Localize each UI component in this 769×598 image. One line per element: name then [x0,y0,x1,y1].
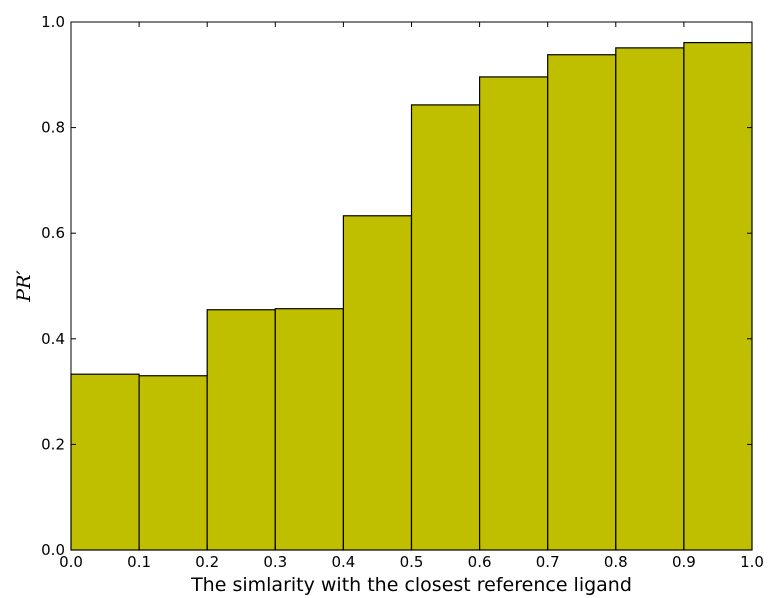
y-tick-label-1: 0.2 [41,435,65,453]
x-tick-label-8: 0.8 [604,553,628,571]
bar-5 [410,104,481,551]
bar-6 [479,76,549,551]
x-tick-label-3: 0.3 [263,553,287,571]
y-axis-ticks: 0.0 0.2 0.4 0.6 0.8 1.0 [41,13,752,559]
y-tick-label-3: 0.6 [41,224,65,242]
x-tick-label-1: 0.1 [127,553,151,571]
bar-8 [615,47,685,551]
y-tick-label-4: 0.8 [41,119,65,137]
x-tick-label-4: 0.4 [331,553,355,571]
bars-group [70,41,753,551]
x-tick-label-9: 0.9 [672,553,696,571]
x-tick-label-2: 0.2 [195,553,219,571]
x-tick-label-6: 0.6 [468,553,492,571]
x-tick-label-0: 0.0 [59,553,83,571]
x-tick-label-10: 1.0 [740,553,764,571]
bar-1 [138,375,208,551]
bar-0 [70,373,140,551]
bar-9 [683,41,753,551]
bar-3 [274,308,344,551]
plot-frame [70,21,753,551]
x-axis-ticks: 0.0 0.1 0.2 0.3 0.4 0.5 0.6 0.7 0.8 0.9 1.0 [59,22,764,571]
bar-7 [547,54,617,551]
bar-4 [342,215,413,551]
y-axis-label: PR′ [13,270,35,303]
x-tick-label-5: 0.5 [400,553,424,571]
bar-2 [206,309,276,551]
y-tick-label-0: 0.0 [41,541,65,559]
y-tick-label-5: 1.0 [41,13,65,31]
x-tick-label-7: 0.7 [536,553,560,571]
y-tick-label-2: 0.4 [41,330,65,348]
x-axis-label: The simlarity with the closest reference… [190,574,632,596]
